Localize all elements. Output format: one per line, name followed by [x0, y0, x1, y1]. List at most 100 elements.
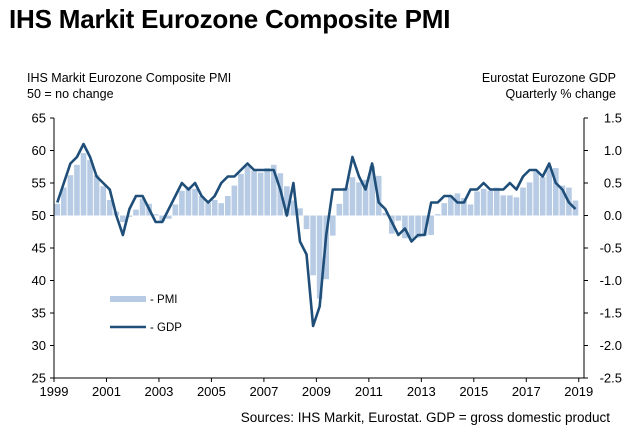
pmi-bar [441, 203, 448, 216]
pmi-bar [546, 166, 553, 216]
pmi-bar [257, 172, 264, 216]
pmi-bar [198, 196, 205, 216]
pmi-bar [284, 186, 290, 216]
pmi-bar [244, 166, 251, 216]
left-tick-label: 50 [32, 208, 46, 223]
pmi-bar [303, 215, 310, 230]
left-tick-label: 40 [32, 273, 46, 288]
right-axis-header: Eurostat Eurozone GDP Quarterly % change [482, 70, 616, 102]
pmi-bar [100, 186, 107, 216]
pmi-bar [192, 188, 198, 216]
x-tick-label: 2015 [459, 384, 488, 399]
pmi-bar [251, 170, 257, 216]
pmi-bar [448, 195, 454, 216]
left-tick-label: 65 [32, 111, 46, 126]
right-tick-label: -1.5 [600, 306, 622, 321]
pmi-bar [87, 160, 93, 216]
left-tick-label: 55 [32, 176, 46, 191]
pmi-bar [264, 168, 270, 216]
pmi-bar [80, 153, 87, 216]
legend: - PMI - GDP [110, 294, 182, 334]
legend-gdp-label: - GDP [150, 322, 182, 334]
pmi-bar [159, 215, 166, 222]
pmi-bar [408, 215, 415, 240]
pmi-bar [507, 195, 513, 216]
right-tick-label: 0.5 [604, 176, 622, 191]
chart-title: IHS Markit Eurozone Composite PMI [9, 4, 451, 34]
pmi-bar [402, 215, 408, 239]
pmi-bar [93, 175, 100, 216]
left-tick-label: 35 [32, 306, 46, 321]
x-tick-label: 1999 [40, 384, 69, 399]
pmi-bar [238, 173, 244, 216]
pmi-bar [290, 200, 297, 216]
right-tick-label: -2.5 [600, 371, 622, 386]
x-axis-ticks: 1999 2001 2003 2005 2007 2009 2011 2013 2015 2017… [40, 378, 593, 399]
pmi-bar [120, 215, 126, 222]
pmi-bar [369, 166, 375, 216]
pmi-bar [349, 177, 356, 216]
pmi-bar [513, 197, 520, 216]
pmi-bar [539, 177, 546, 216]
legend-pmi-label: - PMI [150, 294, 177, 306]
legend-pmi-swatch [110, 296, 146, 302]
pmi-bar [218, 203, 225, 216]
pmi-bars [54, 153, 579, 299]
pmi-bar [54, 203, 61, 216]
pmi-bar [133, 209, 139, 216]
x-tick-label: 2009 [302, 384, 331, 399]
pmi-bar [67, 175, 74, 216]
right-axis-header-line2: Quarterly % change [505, 87, 616, 101]
right-axis-ticks: -2.5 -2.0 -1.5 -1.0 -0.5 0.0 0.5 1.0 1.5 [584, 111, 622, 386]
pmi-bar [362, 179, 369, 216]
pmi-bar [336, 203, 343, 216]
pmi-bar [552, 168, 559, 216]
pmi-bar [106, 199, 113, 216]
pmi-bar [297, 208, 303, 216]
pmi-bar [526, 182, 533, 216]
source-note: Sources: IHS Markit, Eurostat. GDP = gro… [240, 410, 610, 425]
pmi-bar [205, 202, 211, 216]
pmi-bar [316, 215, 323, 299]
pmi-bar [139, 198, 146, 216]
pmi-bar [454, 193, 461, 216]
pmi-bar [74, 164, 80, 216]
pmi-bar [415, 215, 421, 238]
left-tick-label: 30 [32, 338, 46, 353]
left-axis-ticks: 25 30 35 40 45 50 55 60 65 [32, 111, 54, 386]
pmi-bar [382, 212, 389, 216]
pmi-bar [487, 190, 494, 216]
pmi-bar [152, 214, 159, 216]
pmi-bar [500, 195, 507, 216]
left-tick-label: 60 [32, 143, 46, 158]
left-tick-label: 25 [32, 371, 46, 386]
pmi-bar [225, 196, 231, 216]
pmi-bar [165, 215, 172, 219]
pmi-bar [428, 215, 434, 235]
pmi-bar [356, 182, 362, 216]
pmi-bar [434, 214, 441, 216]
right-tick-label: 0.0 [604, 208, 622, 223]
pmi-bar [185, 186, 192, 216]
pmi-bar [559, 185, 566, 216]
x-tick-label: 2007 [249, 384, 278, 399]
pmi-bar [343, 187, 349, 216]
right-tick-label: -2.0 [600, 338, 622, 353]
pmi-bar [61, 187, 67, 216]
left-axis-header-line1: IHS Markit Eurozone Composite PMI [27, 71, 232, 85]
x-tick-label: 2019 [564, 384, 593, 399]
pmi-bar [126, 215, 133, 217]
pmi-bar [310, 215, 316, 276]
left-tick-label: 45 [32, 241, 46, 256]
pmi-bar [421, 215, 428, 236]
pmi-bar [211, 199, 218, 216]
left-axis-header: IHS Markit Eurozone Composite PMI 50 = n… [27, 70, 231, 102]
pmi-bar [172, 204, 179, 216]
pmi-bar [395, 215, 402, 221]
pmi-bar [520, 187, 526, 216]
pmi-bar [270, 164, 277, 216]
pmi-bar [461, 197, 467, 216]
x-tick-label: 2011 [355, 384, 383, 399]
pmi-bar [533, 171, 539, 216]
left-axis-header-line2: 50 = no change [27, 87, 114, 101]
